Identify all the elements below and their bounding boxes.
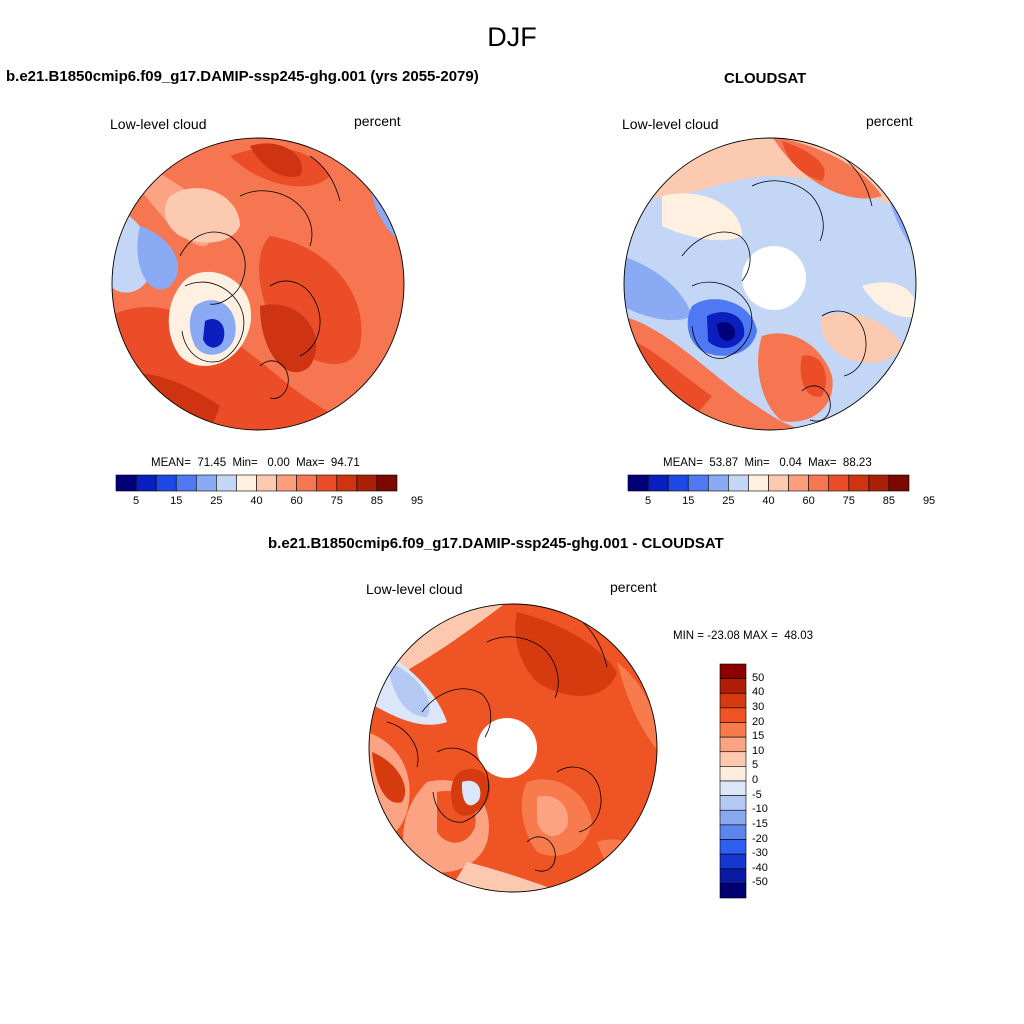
colorbar-swatch <box>175 474 197 492</box>
colorbar-swatch <box>808 474 830 492</box>
panel1-title: b.e21.B1850cmip6.f09_g17.DAMIP-ssp245-gh… <box>6 68 479 85</box>
colorbar-swatch <box>115 474 137 492</box>
colorbar-swatch <box>719 780 747 796</box>
colorbar-swatch <box>888 474 910 492</box>
colorbar-swatch <box>868 474 890 492</box>
panel1-colorbar-labels: 5 15 25 40 60 75 85 95 <box>116 495 423 509</box>
colorbar-swatch <box>195 474 217 492</box>
colorbar-tick-label: -20 <box>752 832 768 845</box>
colorbar-tick-label: 50 <box>752 671 765 684</box>
colorbar-swatch <box>719 853 747 870</box>
colorbar-tick-label: 40 <box>762 495 775 507</box>
colorbar-swatch <box>627 474 649 492</box>
panel3-stats: MIN = -23.08 MAX = 48.03 <box>673 630 813 642</box>
colorbar-swatch <box>719 809 747 826</box>
colorbar-swatch <box>719 766 747 782</box>
colorbar-swatch <box>276 474 297 492</box>
colorbar-tick-label: 15 <box>752 730 765 743</box>
colorbar-swatch <box>719 824 747 840</box>
panel2-polar-map <box>623 137 917 431</box>
panel1-polar-map <box>111 137 405 431</box>
colorbar-tick-label: 85 <box>882 495 896 507</box>
colorbar-tick-label: -5 <box>752 788 762 801</box>
colorbar-swatch <box>316 474 338 492</box>
colorbar-tick-label: 25 <box>210 495 223 507</box>
colorbar-swatch <box>848 474 870 492</box>
colorbar-swatch <box>155 474 177 492</box>
panel1-left-label: Low-level cloud <box>110 116 207 132</box>
colorbar-tick-label: 95 <box>922 495 936 507</box>
panel3-left-label: Low-level cloud <box>366 581 463 597</box>
colorbar-tick-label: 60 <box>802 495 815 507</box>
colorbar-swatch <box>719 663 747 679</box>
colorbar-swatch <box>719 678 747 694</box>
colorbar-tick-label: 15 <box>170 495 183 507</box>
panel2-stats: MEAN= 53.87 Min= 0.04 Max= 88.23 <box>663 457 872 469</box>
colorbar-swatch <box>719 722 747 738</box>
colorbar-swatch <box>828 474 850 492</box>
colorbar-swatch <box>719 692 747 709</box>
colorbar-swatch <box>788 474 809 492</box>
colorbar-tick-label: 5 <box>133 495 140 507</box>
colorbar-swatch <box>376 474 398 492</box>
panel2-units-label: percent <box>866 113 913 129</box>
colorbar-tick-label: 85 <box>370 495 384 507</box>
colorbar-tick-label: 40 <box>250 495 263 507</box>
panel3-title: b.e21.B1850cmip6.f09_g17.DAMIP-ssp245-gh… <box>268 535 724 552</box>
colorbar-tick-label: -15 <box>752 817 768 830</box>
panel1-colorbar <box>115 474 398 492</box>
panel2-colorbar-labels: 5 15 25 40 60 75 85 95 <box>628 495 935 509</box>
colorbar-swatch <box>719 736 747 753</box>
colorbar-swatch <box>719 868 747 884</box>
colorbar-tick-label: -10 <box>752 803 768 816</box>
colorbar-swatch <box>256 474 277 492</box>
colorbar-tick-label: 60 <box>290 495 303 507</box>
colorbar-swatch <box>356 474 378 492</box>
colorbar-swatch <box>719 751 747 767</box>
colorbar-tick-label: -50 <box>752 876 768 889</box>
colorbar-tick-label: 40 <box>752 686 765 699</box>
colorbar-swatch <box>336 474 358 492</box>
colorbar-swatch <box>748 474 769 492</box>
panel3-units-label: percent <box>610 579 657 595</box>
colorbar-tick-label: -40 <box>752 861 768 874</box>
panel1-stats: MEAN= 71.45 Min= 0.00 Max= 94.71 <box>151 457 360 469</box>
colorbar-tick-label: 20 <box>752 715 765 728</box>
colorbar-swatch <box>719 883 747 899</box>
colorbar-swatch <box>296 474 318 492</box>
colorbar-swatch <box>719 795 747 811</box>
panel2-colorbar <box>627 474 910 492</box>
panel1-units-label: percent <box>354 113 401 129</box>
panel3-colorbar-labels: 50 40 30 20 15 10 5 0 -5 -10 -15 -20 -30 -40 -50 <box>752 664 802 898</box>
colorbar-swatch <box>719 839 747 855</box>
colorbar-swatch <box>647 474 669 492</box>
colorbar-swatch <box>135 474 157 492</box>
colorbar-tick-label: 75 <box>842 495 855 507</box>
colorbar-tick-label: -30 <box>752 847 768 860</box>
panel3-polar-map <box>368 603 658 893</box>
colorbar-swatch <box>236 474 257 492</box>
colorbar-swatch <box>768 474 789 492</box>
colorbar-tick-label: 15 <box>682 495 695 507</box>
colorbar-tick-label: 5 <box>752 759 759 772</box>
colorbar-swatch <box>719 707 747 723</box>
colorbar-swatch <box>707 474 729 492</box>
figure-title: DJF <box>487 22 537 52</box>
colorbar-swatch <box>216 474 237 492</box>
colorbar-tick-label: 95 <box>410 495 424 507</box>
panel3-colorbar <box>719 663 747 899</box>
panel2-left-label: Low-level cloud <box>622 116 719 132</box>
colorbar-tick-label: 25 <box>722 495 735 507</box>
colorbar-tick-label: 75 <box>330 495 343 507</box>
colorbar-tick-label: 5 <box>645 495 652 507</box>
colorbar-swatch <box>687 474 709 492</box>
panel2-title: CLOUDSAT <box>724 70 807 87</box>
colorbar-tick-label: 10 <box>752 744 765 757</box>
colorbar-swatch <box>667 474 689 492</box>
colorbar-tick-label: 30 <box>752 700 765 713</box>
colorbar-swatch <box>728 474 749 492</box>
colorbar-tick-label: 0 <box>752 774 759 786</box>
